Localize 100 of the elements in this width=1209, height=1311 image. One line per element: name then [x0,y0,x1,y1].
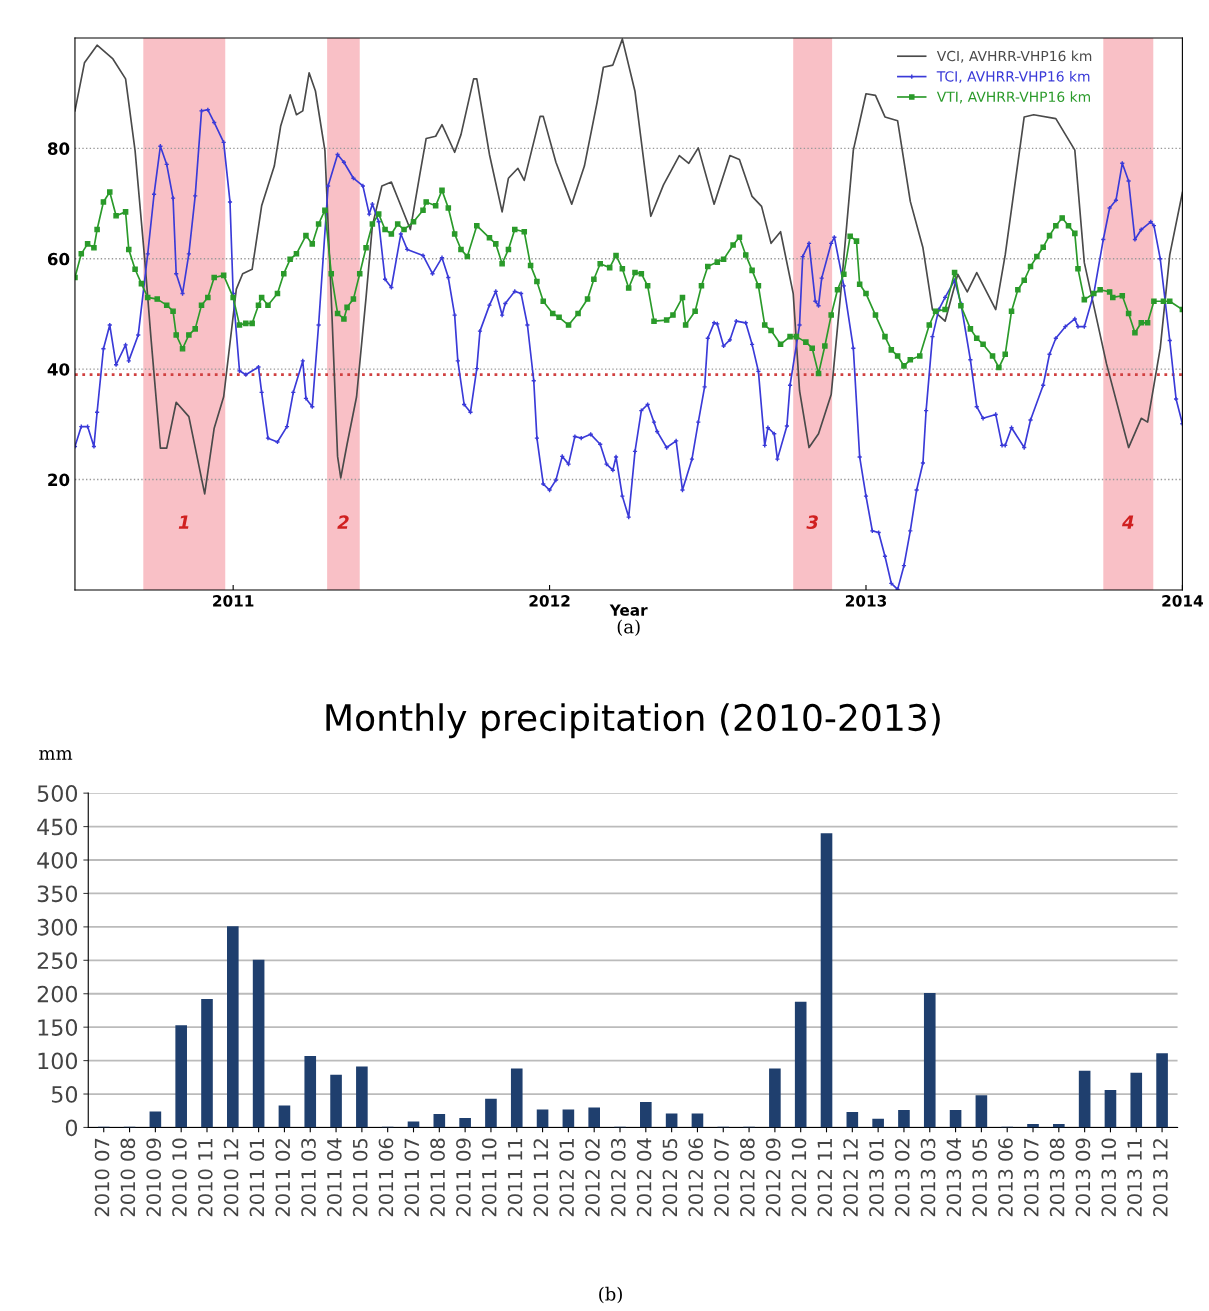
bar [665,1113,678,1128]
bar [433,1114,446,1128]
y-tick-label: 50 [51,1085,78,1103]
bar [510,1068,523,1128]
x-tick-label: 2011 02 [275,1139,291,1217]
x-tick-label: 2011 06 [378,1138,394,1217]
bar [201,999,213,1128]
x-tick-label: 2013 [845,595,887,607]
x-tick-label: 2013 02 [894,1139,910,1217]
bar [1104,1090,1117,1128]
bar [536,1109,549,1128]
y-tick-label: 300 [37,918,78,936]
x-tick-label: 2012 12 [843,1139,858,1217]
bar [769,1068,781,1128]
y-tick-label: 450 [37,818,78,836]
y-tick-label: 200 [37,985,78,1003]
x-tick-label: 2011 05 [352,1138,368,1217]
y-tick-label: 350 [37,885,78,903]
band-label: 2 [337,515,349,529]
x-tick-label: 2011 10 [481,1138,497,1217]
bar [562,1109,575,1128]
legend-label: VCI, AVHRR-VHP16 km [936,50,1092,63]
x-tick-label: 2014 [1162,595,1203,607]
bar [485,1098,497,1128]
x-tick-label: 2013 05 [972,1138,988,1217]
x-tick-label: 2011 04 [327,1138,342,1217]
y-tick-label: 60 [47,252,70,266]
x-tick-label: 2013 07 [1023,1138,1039,1217]
bar [1078,1070,1091,1128]
bar [407,1121,420,1128]
bar [691,1113,704,1128]
x-tick-label: 2012 11 [817,1138,833,1217]
bar [975,1095,988,1128]
x-tick-label: 2010 11 [197,1138,213,1217]
bar [898,1110,910,1128]
x-tick-label: 2013 11 [1127,1138,1142,1217]
x-tick-label: 2013 03 [920,1138,936,1217]
x-tick-label: 2012 08 [740,1138,755,1217]
chart-title: Monthly precipitation (2010-2013) [326,703,940,739]
x-tick-label: 2011 08 [430,1138,445,1217]
x-tick-label: 2013 09 [1075,1138,1091,1217]
y-tick-label: 250 [37,952,78,970]
x-tick-label: 2010 09 [146,1138,162,1217]
x-tick-label: 2012 07 [714,1138,729,1217]
bar [278,1105,291,1128]
x-tick-label: 2013 12 [1153,1139,1168,1217]
y-tick-label: 40 [47,363,70,376]
legend-label: VTI, AVHRR-VHP16 km [936,91,1090,104]
bar [949,1110,962,1128]
text: (b) [599,1286,622,1304]
legend-label: TCI, AVHRR-VHP16 km [936,70,1090,84]
bar [175,1025,187,1128]
y-tick-label: 500 [37,785,78,802]
bar [1027,1124,1039,1128]
x-tick-label: 2013 06 [998,1138,1013,1217]
y-tick-label: 100 [38,1052,78,1070]
x-tick-label: 2011 11 [507,1138,523,1217]
bar [330,1074,342,1128]
y-tick-label: 0 [65,1119,78,1137]
x-tick-label: 2012 05 [662,1138,678,1217]
bar [227,926,239,1128]
x-tick-label: 2010 07 [94,1138,110,1217]
x-tick-label: 2013 04 [946,1138,962,1217]
x-tick-label: 2011 03 [301,1138,316,1217]
x-tick-label: 2010 08 [120,1138,136,1217]
bar [640,1102,652,1128]
x-tick-label: 2012 04 [636,1138,652,1217]
x-tick-label: 2012 03 [610,1138,626,1217]
bar [1130,1072,1143,1128]
x-tick-label: 2011 12 [533,1139,549,1217]
bar [794,1001,807,1128]
x-tick-label: 2012 [529,595,570,607]
y-tick-label: 150 [38,1019,78,1036]
band-label: 3 [806,515,818,529]
bar [872,1118,884,1128]
y-axis-title: mm [39,750,73,760]
x-tick-label: 2012 01 [559,1138,575,1217]
x-tick-label: 2012 10 [791,1138,807,1217]
x-tick-label: 2010 10 [172,1138,187,1217]
x-tick-label: 2011 09 [456,1138,471,1217]
bar [820,833,833,1128]
y-tick-label: 80 [47,142,70,155]
x-axis-title: Year [609,604,648,616]
x-tick-label: 2010 12 [223,1139,239,1217]
band-label: 1 [178,515,189,529]
bar [304,1055,317,1128]
bar [846,1112,859,1128]
x-tick-label: 2013 01 [869,1138,884,1217]
text: (a) [617,619,640,637]
bar [1156,1053,1168,1128]
bar [356,1066,368,1128]
x-tick-label: 2011 01 [249,1138,265,1217]
band-label: 4 [1122,515,1134,529]
bar [149,1111,162,1128]
x-tick-label: 2012 06 [688,1138,704,1217]
x-tick-label: 2012 02 [585,1139,600,1217]
bar [1053,1124,1065,1128]
bar [252,959,265,1128]
bar [923,993,936,1128]
bar [588,1107,600,1128]
